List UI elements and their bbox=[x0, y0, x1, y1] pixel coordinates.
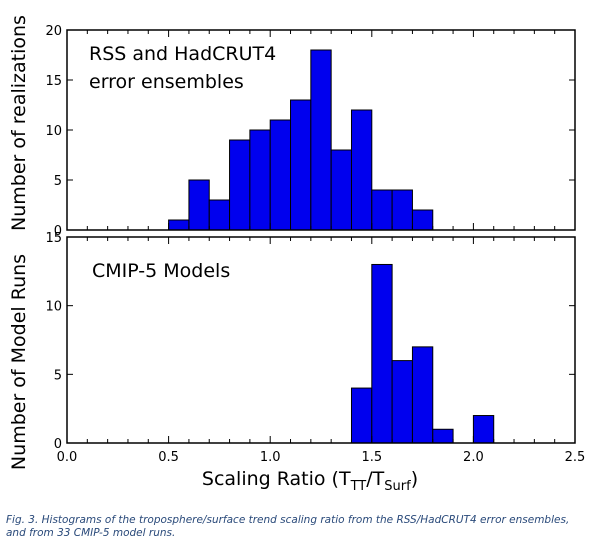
top-bar-3 bbox=[229, 139, 251, 231]
top-bar-6 bbox=[290, 99, 312, 231]
x-axis-label-end: ) bbox=[411, 468, 418, 490]
bottom-bars bbox=[350, 263, 495, 444]
xtick-label-0: 0.0 bbox=[57, 450, 78, 465]
x-axis-label: Scaling Ratio (TTT/TSurf) bbox=[202, 468, 418, 494]
top-yticks: 0 5 10 15 20 bbox=[45, 24, 575, 239]
top-bar-8 bbox=[330, 149, 352, 231]
top-ylabel: Number of realizations bbox=[8, 15, 30, 231]
x-axis-label-mid: /T bbox=[366, 468, 384, 490]
bottom-title: CMIP-5 Models bbox=[92, 260, 230, 282]
xtick-label-5: 2.5 bbox=[565, 450, 586, 465]
top-bar-2 bbox=[208, 199, 231, 231]
bottom-ytick-label-3: 15 bbox=[45, 231, 62, 246]
histogram-figure: 0 5 10 15 20 RSS and HadCRUT4 error ensemble… bbox=[8, 15, 585, 494]
xtick-label-1: 0.5 bbox=[158, 450, 179, 465]
top-bar-1 bbox=[188, 179, 210, 231]
top-bar-5 bbox=[269, 119, 292, 231]
top-bar-9 bbox=[350, 109, 373, 231]
bottom-ytick-label-0: 0 bbox=[54, 437, 62, 452]
bottom-plot-frame bbox=[66, 236, 576, 444]
bottom-ytick-label-1: 5 bbox=[54, 368, 62, 383]
top-bar-10 bbox=[371, 189, 393, 231]
x-axis-label-sub1: TT bbox=[350, 479, 367, 494]
top-ytick-label-4: 20 bbox=[45, 24, 62, 39]
top-ytick-label-1: 5 bbox=[54, 174, 62, 189]
bottom-bar-0 bbox=[350, 387, 373, 444]
top-bar-12 bbox=[411, 209, 434, 231]
top-bars bbox=[168, 49, 434, 231]
xtick-label-3: 1.5 bbox=[361, 450, 382, 465]
top-bar-0 bbox=[168, 219, 190, 231]
bottom-yticks: 0 5 10 15 bbox=[45, 231, 575, 452]
bottom-bar-4 bbox=[432, 428, 454, 444]
xtick-label-2: 1.0 bbox=[260, 450, 281, 465]
top-ytick-label-0: 0 bbox=[54, 224, 62, 239]
panel-rss-hadcrut4: 0 5 10 15 20 RSS and HadCRUT4 error ensemble… bbox=[8, 15, 576, 239]
xtick-label-4: 2.0 bbox=[463, 450, 484, 465]
top-xticks bbox=[66, 30, 576, 230]
top-bar-7 bbox=[310, 49, 332, 231]
figure-caption: Fig. 3. Histograms of the troposphere/su… bbox=[6, 514, 570, 539]
x-axis-label-sub2: Surf bbox=[384, 479, 411, 494]
top-ytick-label-3: 15 bbox=[45, 74, 62, 89]
top-ytick-label-2: 10 bbox=[45, 124, 62, 139]
top-title-line-1: RSS and HadCRUT4 bbox=[89, 43, 276, 65]
bottom-bar-3 bbox=[411, 346, 434, 444]
bottom-ylabel: Number of Model Runs bbox=[8, 254, 30, 470]
top-title-line-2: error ensembles bbox=[89, 71, 244, 93]
bottom-bar-2 bbox=[391, 360, 413, 444]
bottom-xticks: 0.0 0.5 1.0 1.5 2.0 2.5 bbox=[57, 237, 586, 465]
top-bar-11 bbox=[391, 189, 413, 231]
bottom-bar-5 bbox=[472, 415, 495, 444]
bottom-ytick-label-2: 10 bbox=[45, 300, 62, 315]
x-axis-label-main: Scaling Ratio (T bbox=[202, 468, 351, 490]
top-bar-4 bbox=[249, 129, 271, 231]
bottom-bar-1 bbox=[371, 263, 393, 444]
